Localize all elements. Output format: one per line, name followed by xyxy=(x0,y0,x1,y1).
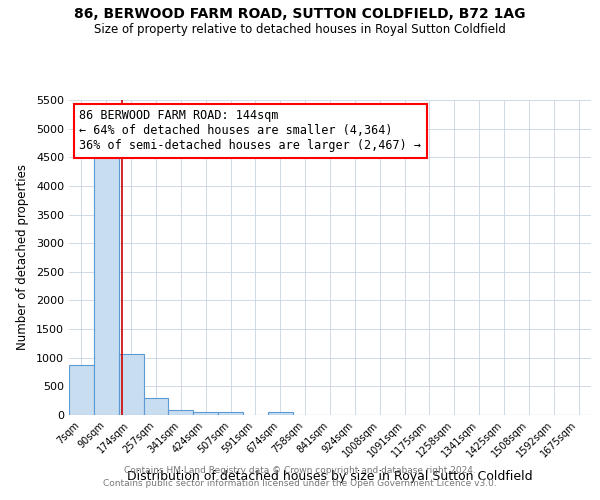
Bar xyxy=(143,398,169,415)
Text: 86, BERWOOD FARM ROAD, SUTTON COLDFIELD, B72 1AG: 86, BERWOOD FARM ROAD, SUTTON COLDFIELD,… xyxy=(74,8,526,22)
Y-axis label: Number of detached properties: Number of detached properties xyxy=(16,164,29,350)
X-axis label: Distribution of detached houses by size in Royal Sutton Coldfield: Distribution of detached houses by size … xyxy=(127,470,533,483)
Text: Size of property relative to detached houses in Royal Sutton Coldfield: Size of property relative to detached ho… xyxy=(94,22,506,36)
Text: Contains HM Land Registry data © Crown copyright and database right 2024.
Contai: Contains HM Land Registry data © Crown c… xyxy=(103,466,497,487)
Bar xyxy=(94,154,119,415)
Bar xyxy=(218,412,243,415)
Bar xyxy=(169,410,193,415)
Text: 86 BERWOOD FARM ROAD: 144sqm
← 64% of detached houses are smaller (4,364)
36% of: 86 BERWOOD FARM ROAD: 144sqm ← 64% of de… xyxy=(79,110,421,152)
Bar xyxy=(268,412,293,415)
Bar xyxy=(69,364,94,415)
Bar xyxy=(119,354,143,415)
Bar xyxy=(193,412,218,415)
